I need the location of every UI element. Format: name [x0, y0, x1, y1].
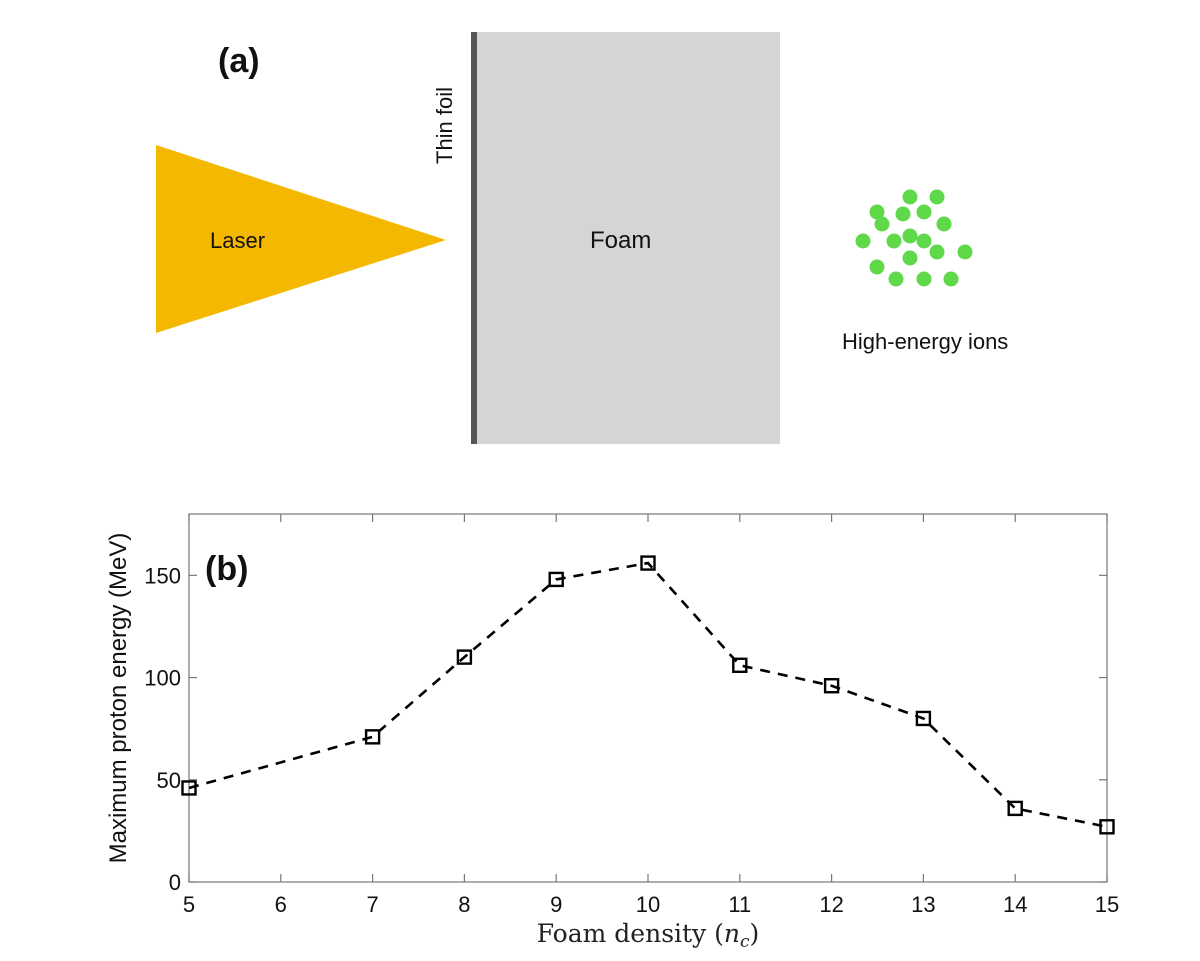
chart-panel-b: 5 6 7 8 9 10 11 12 13 14 15 0 50 100 150 (b) Maximum … — [105, 513, 1119, 952]
series-markers — [181, 555, 1115, 835]
ion-dot — [902, 189, 918, 205]
x-tick-label: 8 — [458, 892, 470, 917]
ion-dot — [916, 271, 932, 287]
data-point-marker — [548, 571, 564, 588]
data-point-marker — [732, 657, 748, 673]
data-point-marker — [181, 780, 197, 796]
laser-beam-shape — [156, 145, 446, 333]
ion-dot — [869, 204, 885, 220]
thin-foil-label: Thin foil — [432, 87, 457, 164]
data-point-marker — [823, 678, 840, 694]
x-tick-label: 12 — [819, 892, 843, 917]
x-axis-label: Foam density (nc) — [537, 919, 760, 952]
thin-foil — [471, 32, 477, 444]
y-tick-label: 50 — [157, 768, 181, 793]
ion-cluster — [855, 189, 973, 287]
y-tick-labels: 0 50 100 150 — [144, 563, 181, 895]
ion-dot — [957, 244, 973, 260]
ion-dot — [916, 204, 932, 220]
ion-dot — [855, 233, 871, 249]
y-tick-label: 100 — [144, 666, 181, 691]
laser-label: Laser — [210, 228, 265, 253]
axis-ticks — [188, 514, 1108, 883]
data-point-marker — [1099, 819, 1115, 835]
foam-block — [477, 32, 780, 444]
panel-label-b: (b) — [205, 550, 248, 588]
panel-label-a: (a) — [218, 42, 260, 80]
ion-dot — [874, 216, 890, 232]
ion-dot — [929, 189, 945, 205]
diagram-panel-a: (a) Laser Foam Thin foil High-energy ion… — [156, 32, 1008, 444]
x-axis-label-var: n — [724, 919, 740, 948]
x-axis-label-main: Foam density ( — [537, 919, 724, 948]
data-point-marker — [364, 729, 381, 745]
ion-dot — [895, 206, 911, 222]
ion-dot — [869, 259, 885, 275]
foam-label: Foam — [590, 227, 651, 254]
x-tick-label: 13 — [911, 892, 935, 917]
ion-dot — [888, 271, 904, 287]
y-tick-label: 150 — [144, 563, 181, 588]
ion-dot — [902, 250, 918, 266]
x-tick-label: 7 — [366, 892, 378, 917]
ion-dot — [929, 244, 945, 260]
x-tick-label: 11 — [728, 892, 751, 917]
ion-dot — [916, 233, 932, 249]
x-tick-label: 6 — [275, 892, 287, 917]
x-tick-labels: 5 6 7 8 9 10 11 12 13 14 15 — [183, 892, 1119, 917]
data-point-marker — [456, 649, 473, 665]
data-point-marker — [1007, 800, 1023, 817]
ions-label: High-energy ions — [842, 329, 1008, 354]
y-axis-label: Maximum proton energy (MeV) — [105, 533, 132, 864]
x-axis-label-sub: c — [740, 932, 750, 952]
x-tick-label: 14 — [1003, 892, 1027, 917]
x-tick-label: 9 — [550, 892, 562, 917]
x-axis-label-close: ) — [750, 919, 760, 948]
y-tick-label: 0 — [169, 870, 181, 895]
x-tick-label: 15 — [1095, 892, 1119, 917]
ion-dot — [902, 228, 918, 244]
x-tick-label: 10 — [636, 892, 660, 917]
series-line — [188, 561, 1108, 829]
ion-dot — [936, 216, 952, 232]
data-point-marker — [640, 555, 656, 571]
ion-dot — [886, 233, 902, 249]
ion-dot — [943, 271, 959, 287]
x-tick-label: 5 — [183, 892, 195, 917]
data-point-marker — [915, 710, 932, 727]
